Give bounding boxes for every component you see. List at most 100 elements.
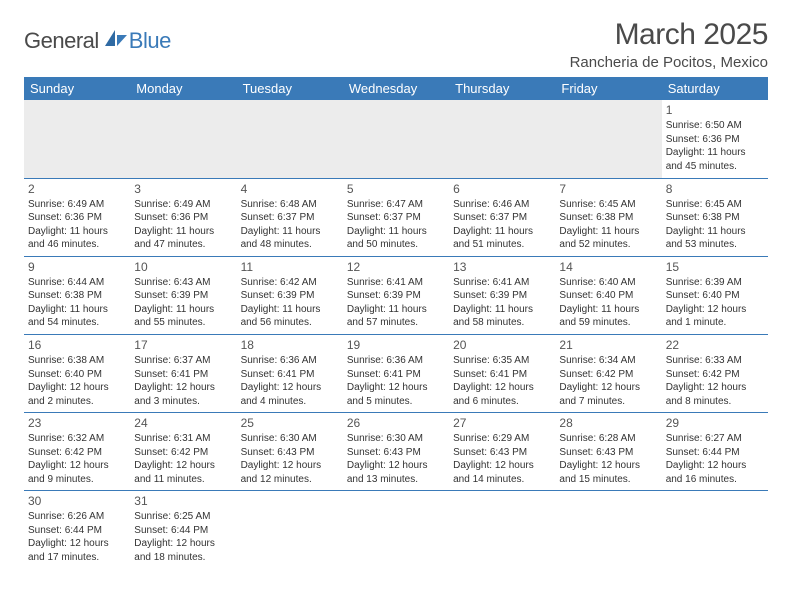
weekday-header: Wednesday: [343, 77, 449, 100]
sunset-line-label: Sunset:: [666, 290, 700, 301]
sunrise-line-label: Sunrise:: [453, 355, 490, 366]
sunrise-line: Sunrise: 6:49 AM: [28, 198, 126, 212]
weekday-header: Friday: [555, 77, 661, 100]
daylight-line: Daylight: 11 hours and 58 minutes.: [453, 303, 551, 330]
daylight-line-label: Daylight:: [134, 460, 173, 471]
daylight-line: Daylight: 11 hours and 46 minutes.: [28, 225, 126, 252]
day-number: 9: [28, 259, 126, 275]
location-subtitle: Rancheria de Pocitos, Mexico: [570, 54, 768, 71]
sunset-line-value: 6:40 PM: [65, 369, 102, 380]
sunset-line-value: 6:36 PM: [702, 134, 739, 145]
sunset-line-label: Sunset:: [134, 447, 168, 458]
sunset-line: Sunset: 6:44 PM: [666, 446, 764, 460]
sunrise-line-label: Sunrise:: [666, 277, 703, 288]
sunrise-line-label: Sunrise:: [134, 199, 171, 210]
daylight-line-label: Daylight:: [347, 382, 386, 393]
day-number: 16: [28, 337, 126, 353]
sunrise-line-label: Sunrise:: [453, 277, 490, 288]
sunset-line-label: Sunset:: [453, 369, 487, 380]
sunset-line-label: Sunset:: [559, 447, 593, 458]
sunrise-line: Sunrise: 6:30 AM: [347, 432, 445, 446]
daylight-line-label: Daylight:: [241, 382, 280, 393]
calendar-day-cell: 12Sunrise: 6:41 AMSunset: 6:39 PMDayligh…: [343, 256, 449, 334]
sunrise-line: Sunrise: 6:36 AM: [241, 354, 339, 368]
sunrise-line-label: Sunrise:: [28, 511, 65, 522]
calendar-empty-cell: [237, 491, 343, 569]
sunrise-line: Sunrise: 6:33 AM: [666, 354, 764, 368]
sunset-line-value: 6:38 PM: [65, 290, 102, 301]
daylight-line-label: Daylight:: [134, 304, 173, 315]
sunset-line: Sunset: 6:38 PM: [559, 211, 657, 225]
daylight-line-label: Daylight:: [241, 304, 280, 315]
calendar-empty-cell: [343, 100, 449, 178]
sunrise-line-value: 6:30 AM: [386, 433, 423, 444]
sunrise-line: Sunrise: 6:50 AM: [666, 119, 764, 133]
calendar-day-cell: 20Sunrise: 6:35 AMSunset: 6:41 PMDayligh…: [449, 334, 555, 412]
sunrise-line: Sunrise: 6:41 AM: [347, 276, 445, 290]
sunset-line-value: 6:40 PM: [702, 290, 739, 301]
daylight-line-label: Daylight:: [559, 382, 598, 393]
sunset-line: Sunset: 6:42 PM: [28, 446, 126, 460]
day-number: 2: [28, 181, 126, 197]
day-number: 19: [347, 337, 445, 353]
sunrise-line-value: 6:25 AM: [174, 511, 211, 522]
sunset-line: Sunset: 6:40 PM: [666, 289, 764, 303]
calendar-week-row: 16Sunrise: 6:38 AM Sunset: 6:40 PM Dayligh…: [24, 334, 768, 412]
sunset-line: Sunset: 6:44 PM: [134, 524, 232, 538]
sunrise-line-value: 6:39 AM: [705, 277, 742, 288]
sunrise-line-label: Sunrise:: [559, 199, 596, 210]
sunset-line-label: Sunset:: [241, 447, 275, 458]
calendar-table: SundayMondayTuesdayWednesdayThursdayFrid…: [24, 77, 768, 569]
daylight-line-label: Daylight:: [28, 226, 67, 237]
daylight-line: Daylight: 11 hours and 59 minutes.: [559, 303, 657, 330]
sunrise-line-label: Sunrise:: [134, 433, 171, 444]
daylight-line: Daylight: 12 hours and 17 minutes.: [28, 537, 126, 564]
day-number: 11: [241, 259, 339, 275]
daylight-line: Daylight: 12 hours and 5 minutes.: [347, 381, 445, 408]
sunrise-line: Sunrise: 6:32 AM: [28, 432, 126, 446]
sunrise-line: Sunrise: 6:46 AM: [453, 198, 551, 212]
sunset-line-label: Sunset:: [453, 212, 487, 223]
sunrise-line-label: Sunrise:: [453, 199, 490, 210]
sunset-line-value: 6:43 PM: [490, 447, 527, 458]
sunrise-line: Sunrise: 6:38 AM: [28, 354, 126, 368]
sunrise-line: Sunrise: 6:45 AM: [559, 198, 657, 212]
sunset-line-label: Sunset:: [134, 212, 168, 223]
calendar-day-cell: 11Sunrise: 6:42 AMSunset: 6:39 PMDayligh…: [237, 256, 343, 334]
daylight-line-label: Daylight:: [453, 304, 492, 315]
daylight-line-label: Daylight:: [666, 226, 705, 237]
sunset-line: Sunset: 6:40 PM: [559, 289, 657, 303]
sunrise-line-value: 6:34 AM: [599, 355, 636, 366]
calendar-day-cell: 4Sunrise: 6:48 AMSunset: 6:37 PMDaylight…: [237, 178, 343, 256]
day-number: 22: [666, 337, 764, 353]
sunrise-line: Sunrise: 6:34 AM: [559, 354, 657, 368]
sunset-line-label: Sunset:: [134, 290, 168, 301]
calendar-day-cell: 6Sunrise: 6:46 AMSunset: 6:37 PMDaylight…: [449, 178, 555, 256]
sunrise-line: Sunrise: 6:41 AM: [453, 276, 551, 290]
sunset-line-value: 6:44 PM: [65, 525, 102, 536]
daylight-line-label: Daylight:: [28, 460, 67, 471]
calendar-empty-cell: [555, 100, 661, 178]
sunset-line: Sunset: 6:39 PM: [134, 289, 232, 303]
sunset-line-label: Sunset:: [347, 212, 381, 223]
sunrise-line-value: 6:36 AM: [386, 355, 423, 366]
calendar-empty-cell: [555, 491, 661, 569]
sunset-line-value: 6:42 PM: [65, 447, 102, 458]
sunrise-line: Sunrise: 6:40 AM: [559, 276, 657, 290]
sunrise-line-label: Sunrise:: [28, 355, 65, 366]
sunset-line-value: 6:36 PM: [171, 212, 208, 223]
sunrise-line: Sunrise: 6:44 AM: [28, 276, 126, 290]
calendar-day-cell: 25Sunrise: 6:30 AMSunset: 6:43 PMDayligh…: [237, 413, 343, 491]
sunrise-line-value: 6:50 AM: [705, 120, 742, 131]
sunset-line: Sunset: 6:37 PM: [347, 211, 445, 225]
daylight-line-label: Daylight:: [134, 538, 173, 549]
sunrise-line: Sunrise: 6:36 AM: [347, 354, 445, 368]
sunrise-line: Sunrise: 6:42 AM: [241, 276, 339, 290]
daylight-line: Daylight: 12 hours and 18 minutes.: [134, 537, 232, 564]
sunset-line-label: Sunset:: [453, 290, 487, 301]
sunrise-line-label: Sunrise:: [666, 120, 703, 131]
sunset-line-label: Sunset:: [134, 369, 168, 380]
sunset-line: Sunset: 6:43 PM: [453, 446, 551, 460]
calendar-day-cell: 29Sunrise: 6:27 AMSunset: 6:44 PMDayligh…: [662, 413, 768, 491]
sunrise-line-label: Sunrise:: [241, 199, 278, 210]
